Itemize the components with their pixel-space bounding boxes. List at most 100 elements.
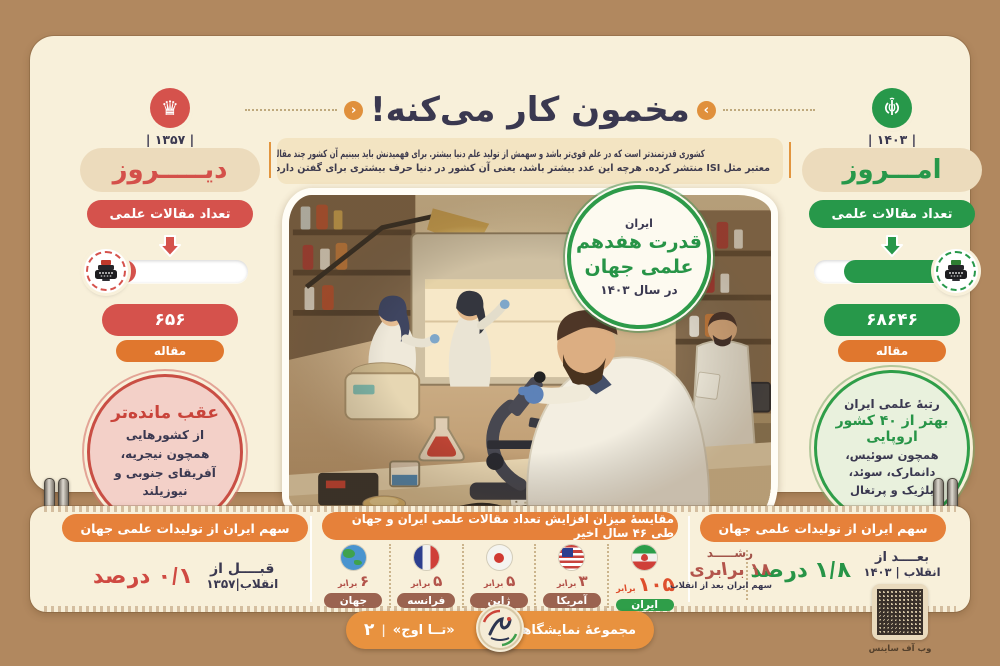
down-arrow-icon	[879, 234, 905, 258]
after-panel-header: سهم ایران از تولیدات علمی جهان	[700, 514, 946, 542]
stats-card: سهم ایران از تولیدات علمی جهان قبــــل ا…	[30, 506, 970, 612]
multiplier: ۶ برابر	[336, 572, 371, 590]
fringe-decoration	[44, 506, 956, 512]
chevron-left-icon: ‹	[696, 100, 716, 120]
qr-code	[872, 584, 928, 640]
comparison-panel-header: مقایسهٔ میزان افزایش تعداد مقالات علمی ا…	[322, 512, 678, 540]
yesterday-year: | ۱۳۵۷ |	[145, 132, 195, 147]
dotted-line	[722, 109, 816, 111]
growth-note: رشـــــد ۱۸ برابری سهم ایران بعد از انقل…	[670, 546, 773, 591]
qr-pattern	[877, 589, 923, 635]
typewriter-icon	[934, 249, 978, 293]
country-pill: ایران	[615, 599, 674, 611]
before-label-line1: قبــــل از	[210, 561, 275, 577]
yesterday-note-circle: عقب مانده‌تر از کشورهایی همچون نیجریه، آ…	[87, 374, 243, 530]
main-card: › مخمون کار می‌کنه! ‹ کشوری قدرتمندتر اس…	[30, 36, 982, 530]
multiplier-unit: برابر	[337, 579, 359, 589]
typewriter-icon	[84, 249, 128, 293]
before-label: قبــــل از انقلاب|۱۳۵۷	[206, 561, 278, 591]
yesterday-value-pill: ۶۵۶	[102, 304, 238, 336]
panel-divider	[310, 516, 312, 602]
growth-line2: ۱۸ برابری	[687, 560, 773, 580]
crown-icon: ♛	[150, 88, 190, 128]
after-label: بعــــد از انقلاب | ۱۴۰۳	[858, 550, 946, 579]
after-label-line1: بعــــد از	[875, 550, 929, 565]
footer-number: ۲	[364, 620, 375, 640]
growth-line3: سهم ایران بعد از انقلاب	[670, 581, 772, 591]
france-flag-icon	[413, 545, 439, 570]
note-intro: رتبهٔ علمی ایران	[844, 397, 940, 412]
rank-badge: ایران قدرت هفدهم علمی جهان در سال ۱۴۰۳	[567, 185, 711, 329]
title-row: › مخمون کار می‌کنه! ‹	[245, 84, 816, 136]
rank-title: قدرت هفدهم	[576, 231, 702, 254]
chevron-right-icon: ›	[344, 100, 364, 120]
footer-series-group: «تــا اوج» | ۲	[364, 620, 455, 640]
today-year: | ۱۴۰۳ |	[867, 132, 917, 147]
rank-year: در سال ۱۴۰۳	[600, 282, 678, 297]
intro-line-2: معتبر مثل ISI منتشر کرده. هرچه این عدد ب…	[277, 162, 770, 174]
publisher-logo-icon	[476, 604, 524, 652]
before-value: ۰/۱ درصد	[89, 563, 195, 589]
note-text: همچون سوئیس، دانمارک، سوئد، بلژیک و پرتغ…	[845, 448, 939, 497]
usa-flag-icon	[559, 545, 585, 570]
today-label: امـــروز	[842, 155, 942, 185]
before-panel-header: سهم ایران از تولیدات علمی جهان	[62, 514, 308, 542]
yesterday-progress-bar	[84, 249, 248, 293]
multiplier-unit: برابر	[409, 579, 432, 589]
multiplier-value: ۵	[504, 572, 517, 590]
multiplier: ۳ برابر	[555, 572, 590, 590]
country-item-france: ۵ برابر فرانسه	[388, 544, 462, 608]
note-text: از کشورهایی همچون نیجریه، آفریقای جنوبی …	[114, 428, 216, 499]
yesterday-unit-pill: مقاله	[116, 340, 224, 362]
multiplier: ۱۰۵ برابر	[613, 572, 676, 596]
multiplier-unit: برابر	[614, 584, 637, 594]
today-unit-pill: مقاله	[838, 340, 946, 362]
panel-divider	[688, 516, 690, 602]
country-item-usa: ۳ برابر آمریکا	[534, 544, 607, 608]
page-title: مخمون کار می‌کنه!	[370, 90, 690, 130]
multiplier-value: ۶	[359, 572, 371, 590]
country-pill: فرانسه	[397, 593, 456, 608]
footer-series-label: «تــا اوج»	[392, 622, 455, 638]
intro-text-box: کشوری قدرتمندتر است که در علم قوی‌تر باش…	[277, 138, 783, 184]
rank-title-2: علمی جهان	[584, 256, 694, 278]
after-panel-title: سهم ایران از تولیدات علمی جهان	[718, 520, 928, 536]
country-pill: جهان	[324, 593, 383, 608]
multiplier-unit: برابر	[482, 579, 504, 589]
yesterday-label-pill: دیـــــروز	[80, 148, 260, 192]
intro-line-1: کشوری قدرتمندتر است که در علم قوی‌تر باش…	[277, 148, 705, 160]
country-pill: آمریکا	[542, 593, 601, 608]
down-arrow-icon	[157, 234, 183, 258]
yesterday-label: دیـــــروز	[112, 155, 228, 185]
country-pill: ژاپن	[470, 593, 529, 608]
footer-collection-label: مجموعهٔ نمایشگاهی	[509, 622, 636, 638]
multiplier-unit: برابر	[555, 579, 577, 589]
rank-country: ایران	[625, 217, 653, 231]
country-item-iran: ۱۰۵ برابر ایران	[607, 544, 680, 611]
divider	[789, 142, 791, 178]
comparison-panel-title: مقایسهٔ میزان افزایش تعداد مقالات علمی ا…	[351, 512, 674, 540]
today-progress-bar	[814, 249, 978, 293]
country-item-world: ۶ برابر جهان	[318, 544, 389, 608]
before-panel-title: سهم ایران از تولیدات علمی جهان	[80, 520, 290, 536]
multiplier-value: ۵	[431, 572, 444, 590]
note-highlight: عقب مانده‌تر	[111, 403, 219, 424]
qr-caption: وب آف ساینس	[868, 644, 932, 654]
before-panel-row: قبــــل از انقلاب|۱۳۵۷ ۰/۱ درصد	[70, 548, 300, 604]
country-item-japan: ۵ برابر ژاپن	[461, 544, 535, 608]
today-metric-pill: تعداد مقالات علمی	[809, 200, 975, 228]
after-label-line2: انقلاب | ۱۴۰۳	[863, 565, 941, 579]
comparison-row: ۱۰۵ برابر ایران ۳ برابر آمریکا ۵ برابر	[318, 544, 680, 611]
note-highlight: بهتر از ۴۰ کشور اروپایی	[835, 413, 949, 446]
globe-icon	[340, 545, 366, 570]
divider	[269, 142, 271, 178]
growth-line1: رشـــــد	[706, 546, 754, 560]
today-note-circle: رتبهٔ علمی ایران بهتر از ۴۰ کشور اروپایی…	[814, 370, 970, 526]
today-value-pill: ۶۸۶۴۶	[824, 304, 960, 336]
dotted-divider	[746, 550, 748, 600]
iran-emblem-icon	[872, 88, 912, 128]
crown-glyph: ♛	[161, 96, 179, 120]
dotted-line	[245, 109, 338, 111]
iran-flag-icon	[632, 545, 658, 570]
